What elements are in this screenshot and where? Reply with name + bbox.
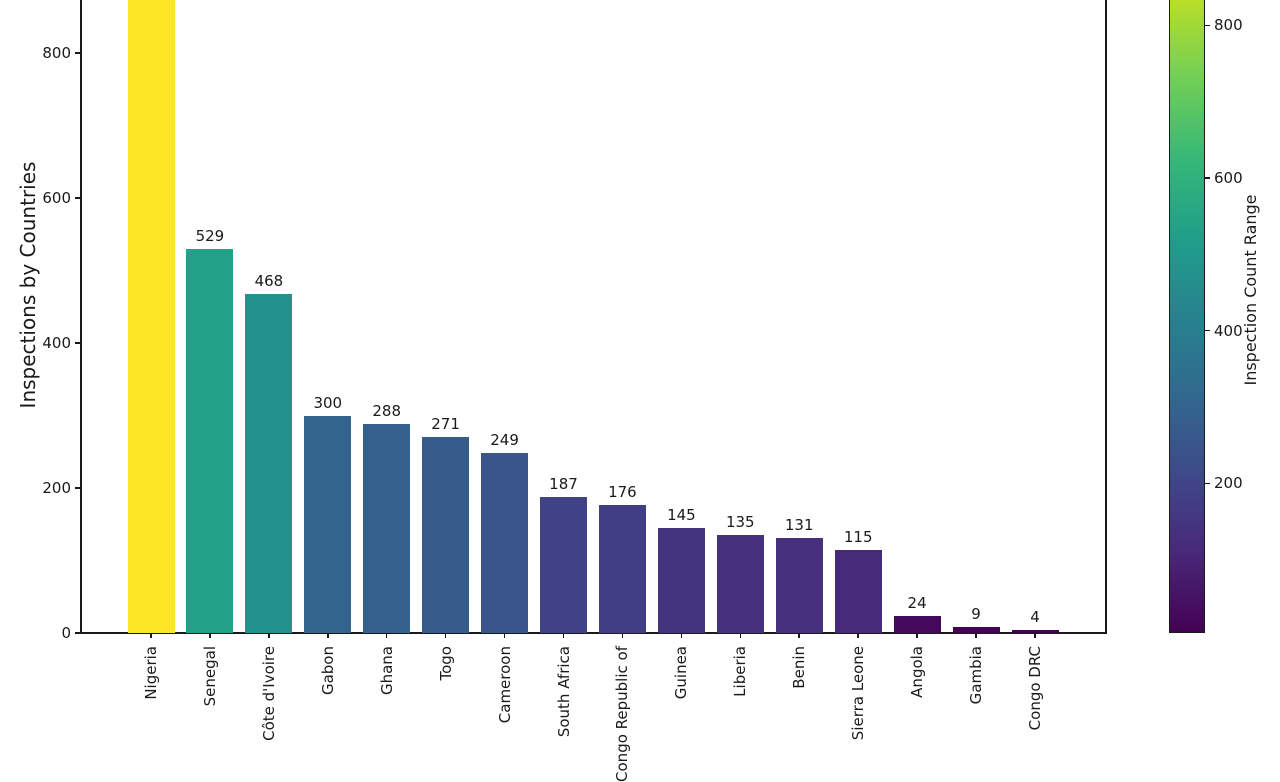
x-tick-mark bbox=[327, 633, 329, 638]
x-tick-label: Guinea bbox=[672, 646, 691, 700]
x-tick-label: Ghana bbox=[377, 646, 396, 696]
bar-value-label: 300 bbox=[313, 393, 343, 412]
y-tick-mark bbox=[75, 52, 81, 54]
bar-3 bbox=[245, 293, 293, 633]
x-tick-label: Angola bbox=[908, 646, 927, 698]
x-tick-mark bbox=[444, 633, 447, 638]
x-tick-mark bbox=[268, 633, 270, 638]
bar-value-label: 24 bbox=[907, 593, 927, 612]
colorbar-tick-mark bbox=[1205, 482, 1210, 485]
x-tick-mark bbox=[739, 633, 742, 638]
y-tick-mark bbox=[75, 632, 81, 634]
bar-4 bbox=[304, 415, 352, 633]
colorbar-tick-label: 800 bbox=[1214, 16, 1243, 35]
y-tick-label: 0 bbox=[61, 624, 71, 642]
bar-value-label: 529 bbox=[195, 227, 225, 246]
y-tick-label: 400 bbox=[42, 334, 71, 352]
bar-value-label: 288 bbox=[372, 402, 401, 421]
bar-8 bbox=[540, 497, 587, 633]
y-tick-mark bbox=[75, 197, 81, 199]
bar-6 bbox=[422, 436, 470, 633]
left-spine bbox=[80, 0, 82, 634]
x-tick-label: Gambia bbox=[967, 646, 985, 705]
x-tick-label: Senegal bbox=[200, 646, 219, 707]
y-tick-mark bbox=[75, 487, 81, 489]
x-tick-mark bbox=[562, 633, 565, 638]
y-tick-mark bbox=[75, 342, 81, 344]
bar-value-label: 249 bbox=[490, 430, 519, 449]
bar-11 bbox=[716, 535, 764, 633]
y-tick-label: 800 bbox=[42, 43, 71, 62]
bar-value-label: 176 bbox=[608, 483, 637, 502]
x-tick-mark bbox=[621, 633, 624, 638]
x-tick-label: Benin bbox=[790, 646, 809, 689]
bar-1 bbox=[127, 0, 175, 633]
bar-15 bbox=[952, 626, 1000, 633]
bar-value-label: 131 bbox=[784, 516, 814, 534]
x-tick-label: South Africa bbox=[554, 646, 573, 738]
colorbar-tick-label: 400 bbox=[1214, 321, 1243, 340]
bar-value-label: 187 bbox=[549, 475, 578, 494]
y-tick-label: 600 bbox=[42, 188, 71, 207]
x-tick-mark bbox=[798, 633, 800, 638]
bar-value-label: 271 bbox=[431, 414, 460, 433]
colorbar-tick-mark bbox=[1205, 177, 1210, 179]
bar-value-label: 135 bbox=[725, 513, 755, 532]
colorbar-tick-label: 200 bbox=[1214, 474, 1243, 493]
colorbar-tick-label: 600 bbox=[1214, 169, 1243, 188]
y-tick-label: 200 bbox=[42, 479, 71, 497]
bar-9 bbox=[598, 505, 646, 633]
bar-16 bbox=[1011, 630, 1059, 633]
bar-value-label: 9 bbox=[971, 604, 981, 623]
x-tick-mark bbox=[1034, 633, 1036, 638]
colorbar-gradient bbox=[1169, 0, 1205, 633]
x-tick-mark bbox=[209, 633, 211, 638]
x-tick-mark bbox=[680, 633, 683, 638]
x-tick-label: Gabon bbox=[318, 646, 337, 696]
x-tick-label: Togo bbox=[436, 646, 455, 681]
x-tick-mark bbox=[150, 633, 152, 638]
x-tick-label: Liberia bbox=[731, 646, 750, 697]
bar-2 bbox=[186, 249, 234, 633]
bar-value-label: 4 bbox=[1030, 608, 1040, 627]
bar-5 bbox=[363, 424, 411, 633]
colorbar-tick-mark bbox=[1205, 24, 1210, 27]
right-spine bbox=[1105, 0, 1107, 634]
x-tick-label: Sierra Leone bbox=[849, 646, 868, 741]
x-tick-label: Congo Republic of bbox=[613, 646, 632, 782]
x-tick-mark bbox=[975, 633, 977, 638]
bar-10 bbox=[657, 527, 705, 633]
x-tick-mark bbox=[857, 633, 859, 638]
x-tick-label: Cameroon bbox=[495, 646, 514, 724]
bar-14 bbox=[893, 615, 941, 633]
colorbar-label: Inspection Count Range bbox=[1241, 194, 1260, 386]
bar-value-label: 115 bbox=[843, 527, 873, 546]
x-tick-label: Nigeria bbox=[142, 646, 160, 700]
bar-12 bbox=[775, 538, 823, 633]
bar-value-label: 468 bbox=[254, 271, 284, 290]
x-tick-mark bbox=[385, 633, 388, 638]
bar-7 bbox=[481, 452, 529, 633]
x-tick-mark bbox=[503, 633, 506, 638]
bar-value-label: 145 bbox=[667, 505, 696, 524]
x-tick-label: Côte d'Ivoire bbox=[259, 646, 278, 741]
x-tick-mark bbox=[916, 633, 918, 638]
bar-13 bbox=[834, 549, 882, 633]
bottom-spine bbox=[80, 632, 1107, 634]
colorbar-tick-mark bbox=[1205, 329, 1210, 332]
x-tick-label: Congo DRC bbox=[1026, 646, 1044, 731]
